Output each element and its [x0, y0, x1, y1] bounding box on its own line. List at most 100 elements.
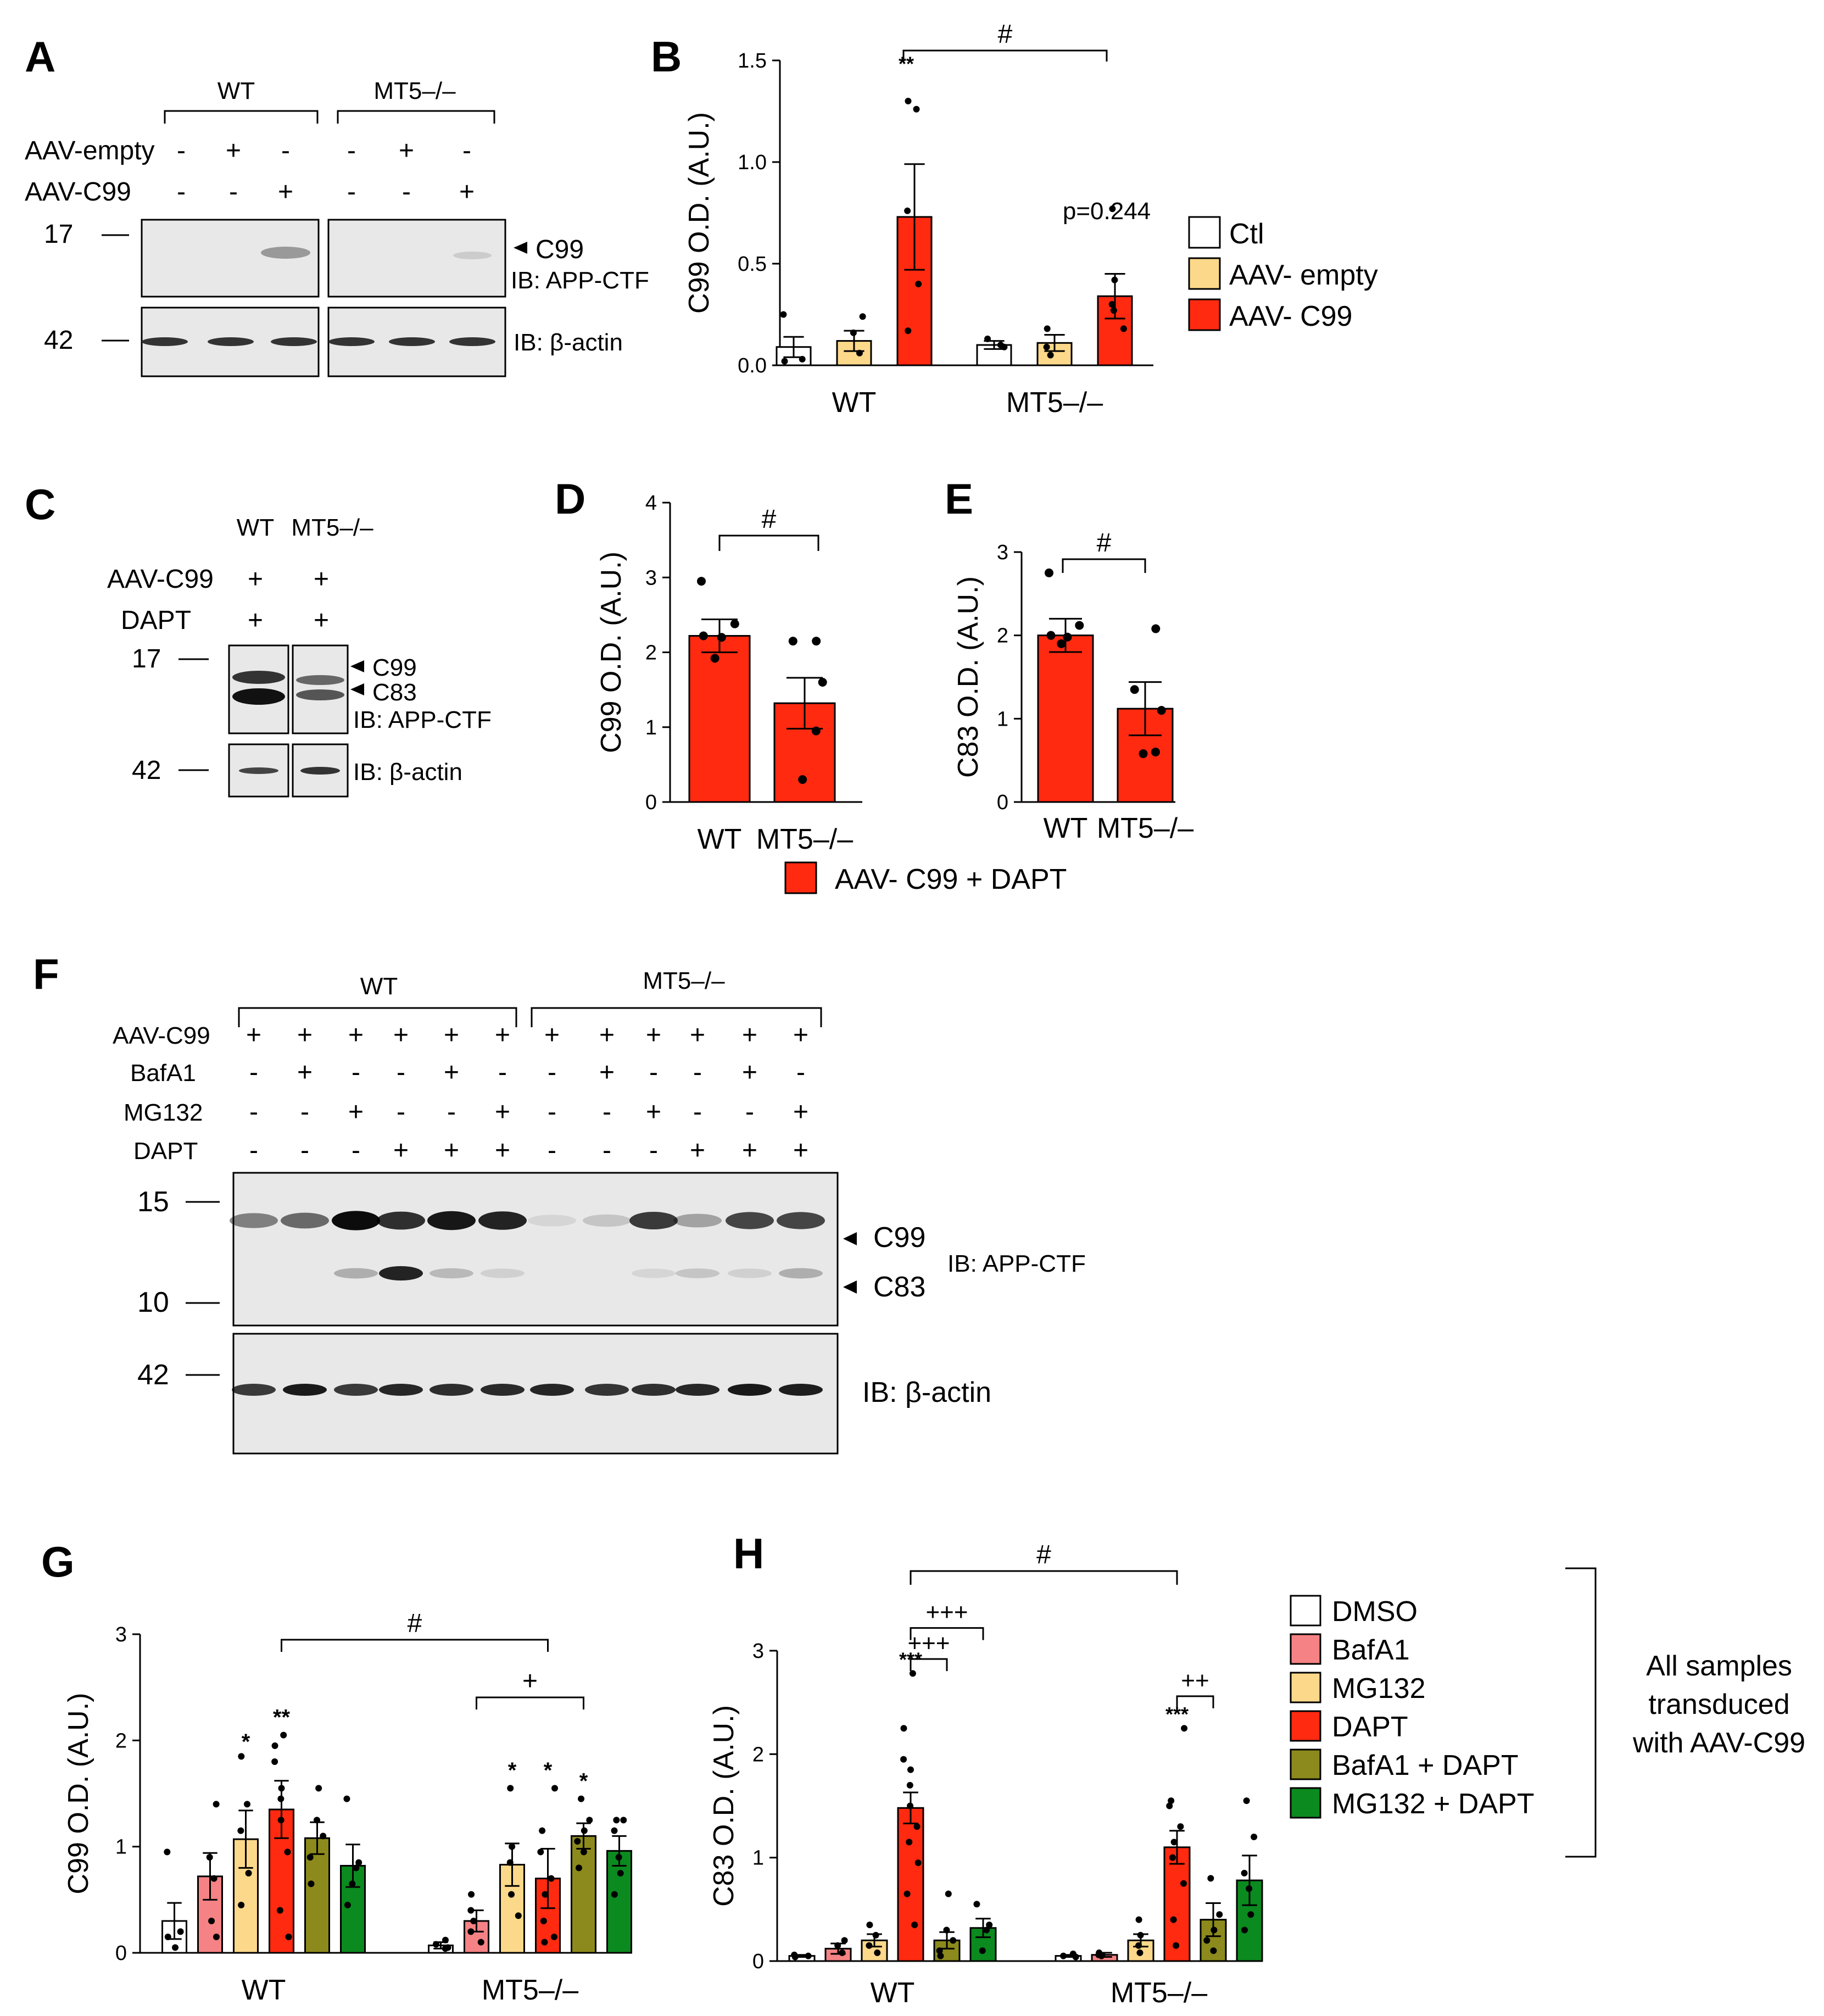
blot-sign: + [742, 1021, 757, 1050]
blot-sign: - [548, 1098, 556, 1127]
data-point [841, 1937, 848, 1944]
significance-label: # [762, 505, 777, 534]
blot-sign: + [495, 1136, 510, 1165]
data-point [245, 1870, 252, 1876]
data-point [1210, 1947, 1217, 1954]
panel-label-g: G [41, 1538, 75, 1586]
error-bar [1129, 681, 1162, 737]
legend-b-swatch-c99 [1188, 298, 1221, 331]
data-point [467, 1928, 475, 1935]
legend-de-swatch [784, 861, 817, 894]
blot-sign: + [444, 1058, 459, 1087]
data-point [237, 1827, 244, 1834]
blot-sign: - [402, 177, 411, 207]
y-tick-label: 0 [645, 791, 657, 814]
data-point [611, 1827, 618, 1834]
data-point [859, 313, 866, 320]
blot-c-signs: + + + + [248, 565, 329, 635]
legend-b-label: AAV- empty [1229, 259, 1378, 291]
blot-f-actin-band [481, 1384, 525, 1396]
blot-f-actin-band [676, 1384, 719, 1396]
blot-c-band-c99-ko [296, 675, 344, 685]
data-point [550, 1934, 557, 1940]
y-tick-label: 0 [115, 1942, 127, 1965]
blot-f-band-c99 [230, 1213, 278, 1228]
x-category-label: MT5–/– [482, 1974, 578, 2006]
error-bar [612, 1835, 627, 1867]
y-tick-label: 3 [997, 541, 1008, 564]
data-point [1166, 1802, 1173, 1809]
data-point [799, 355, 806, 363]
panel-label-h: H [733, 1529, 764, 1578]
data-point [539, 1827, 546, 1834]
data-point [213, 1801, 220, 1808]
data-point [907, 1766, 914, 1773]
blot-sign: + [297, 1021, 313, 1050]
blot-f-actin-band [283, 1384, 327, 1396]
blot-c-ib-top: IB: APP-CTF [353, 706, 492, 733]
data-point [780, 311, 787, 318]
blot-f-actin-band [585, 1384, 629, 1396]
blot-c-band-c83: C83 [372, 679, 417, 706]
blot-f-actin-band [334, 1384, 378, 1396]
y-tick-label: 0.5 [738, 253, 767, 276]
data-point [1045, 568, 1053, 577]
data-point [1247, 1911, 1254, 1918]
data-point [915, 281, 922, 287]
y-tick-label: 1 [115, 1836, 127, 1859]
blot-sign: + [690, 1136, 705, 1165]
blot-sign: + [690, 1021, 705, 1050]
legend-gh: DMSO BafA1 MG132 DAPT BafA1 + DAPT MG132… [1290, 1567, 1805, 1858]
blot-sign: - [447, 1098, 456, 1127]
data-point [278, 1785, 285, 1792]
blot-a-actin-band [142, 337, 188, 346]
x-category-label: WT [871, 1977, 915, 2009]
data-point [284, 1848, 291, 1856]
data-point [1072, 1953, 1079, 1961]
data-point [1130, 685, 1139, 694]
blot-a-band-c99-ko [453, 252, 492, 259]
blot-a-actin-band [449, 337, 495, 346]
data-point [1057, 639, 1066, 648]
data-point [208, 1918, 215, 1924]
data-point [986, 1922, 993, 1929]
blot-f-bracket-ko [531, 1007, 822, 1027]
legend-gh-swatch-mg132 [1290, 1672, 1321, 1703]
data-point [285, 1934, 292, 1940]
y-tick-label: 2 [115, 1729, 127, 1752]
bar [571, 1835, 596, 1954]
data-point [238, 1902, 245, 1908]
significance-bracket [910, 1658, 948, 1672]
data-point [1135, 1916, 1142, 1923]
blot-a-actin-band [208, 337, 254, 346]
data-point [581, 1827, 588, 1834]
blot-f-band-c83 [429, 1268, 473, 1279]
data-point [355, 1859, 362, 1866]
legend-gh-label: DAPT [1332, 1711, 1408, 1743]
blot-f-band-c99: C99 [873, 1222, 925, 1254]
blot-sign: + [314, 606, 329, 635]
bar [1037, 634, 1094, 803]
legend-gh-label: BafA1 + DAPT [1332, 1750, 1519, 1781]
blot-sign: - [693, 1098, 702, 1127]
legend-gh-swatch-bafa1-dapt [1290, 1748, 1321, 1780]
data-point [540, 1918, 547, 1924]
arrow-c99-icon [350, 660, 364, 672]
y-tick-label: 2 [997, 625, 1008, 648]
blot-sign: - [249, 1098, 258, 1127]
data-point [542, 1891, 549, 1898]
data-point [611, 1891, 618, 1898]
data-point [238, 1753, 245, 1760]
blot-sign: - [649, 1136, 658, 1165]
blot-sign: - [548, 1136, 556, 1165]
data-point [541, 1939, 548, 1946]
blot-f-actin-band [632, 1384, 676, 1396]
data-point [850, 329, 857, 336]
data-point [1043, 343, 1050, 350]
blot-sign: - [300, 1136, 309, 1165]
y-tick-label: 3 [115, 1623, 127, 1646]
data-point [320, 1833, 327, 1840]
blot-sign: + [544, 1021, 560, 1050]
legend-de: AAV- C99 + DAPT [784, 861, 1067, 895]
legend-b: Ctl AAV- empty AAV- C99 [1188, 216, 1378, 332]
